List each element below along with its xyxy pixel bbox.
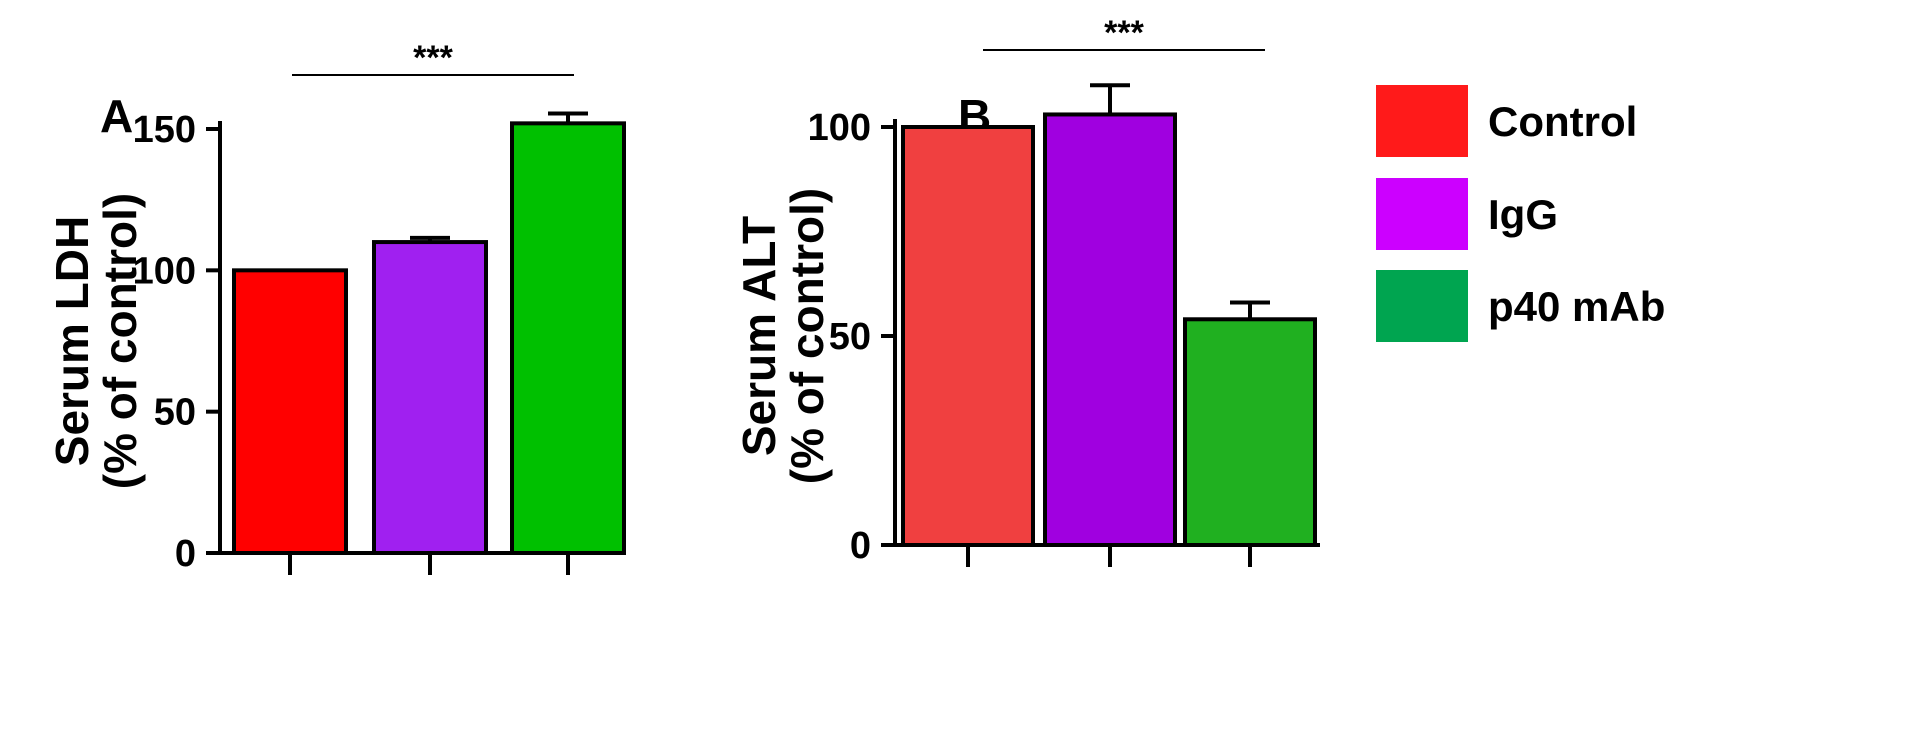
significance-label: *** <box>1104 14 1144 52</box>
legend-label-igg: IgG <box>1488 191 1558 238</box>
chart-panel-a: 0 50 100 150 *** Serum LDH(% of control) <box>46 39 626 575</box>
bar-control <box>232 268 348 555</box>
y-axis-title-line1: Serum LDH <box>46 216 98 466</box>
y-tick-label: 100 <box>808 107 871 149</box>
legend-label-control: Control <box>1488 98 1637 145</box>
y-axis-title-line1: Serum ALT <box>733 216 785 456</box>
bar-igg <box>372 240 488 555</box>
y-tick-label: 100 <box>133 250 196 292</box>
y-tick-label: 150 <box>133 109 196 151</box>
y-axis-title-line2: (% of control) <box>94 193 146 489</box>
y-tick-label: 0 <box>175 533 196 575</box>
bar-igg <box>1043 112 1177 548</box>
y-axis-title-line2: (% of control) <box>781 188 833 484</box>
legend-swatch-control <box>1376 85 1468 157</box>
panel-a-letter: A <box>100 90 133 142</box>
y-tick-label: 0 <box>850 525 871 567</box>
y-tick-label: 50 <box>154 392 196 434</box>
bar-p40-mab <box>1183 317 1317 547</box>
legend: Control IgG p40 mAb <box>1376 85 1665 342</box>
legend-swatch-igg <box>1376 178 1468 250</box>
legend-swatch-p40-mab <box>1376 270 1468 342</box>
chart-panel-b: 0 50 100 *** Serum ALT(% of control) <box>733 14 1320 567</box>
y-tick-label: 50 <box>829 316 871 358</box>
significance-label: *** <box>413 39 453 77</box>
legend-label-p40-mab: p40 mAb <box>1488 283 1665 330</box>
bar-control <box>901 125 1035 547</box>
bar-p40-mab <box>510 121 626 555</box>
